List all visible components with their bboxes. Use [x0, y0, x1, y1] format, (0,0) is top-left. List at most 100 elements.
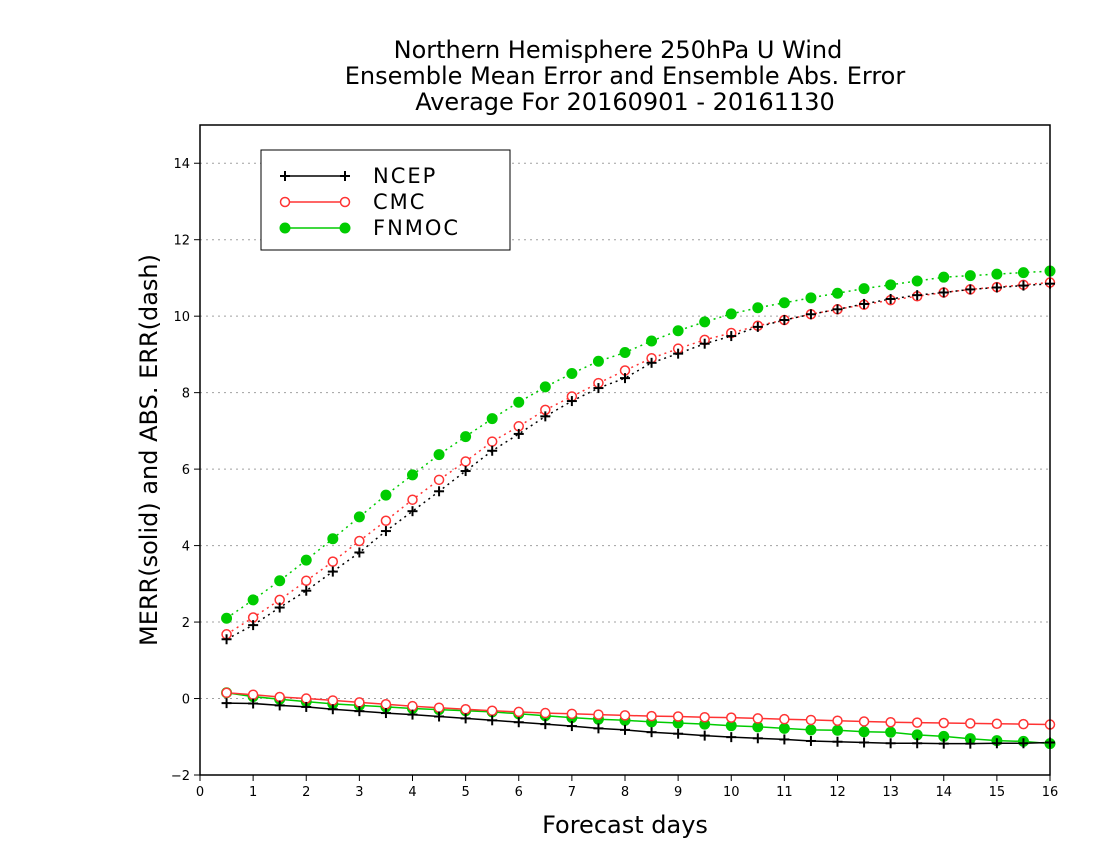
series-ncep-mean-err-point [885, 738, 896, 749]
series-ncep-mean-err-point [699, 730, 710, 741]
legend-label-ncep: NCEP [373, 164, 437, 188]
series-fnmoc-abs-err-point [513, 396, 525, 408]
series-ncep-abs-err-point [327, 566, 338, 577]
series-ncep-mean-err-point [248, 698, 259, 709]
series-cmc-mean-err-point [885, 716, 896, 728]
series-fnmoc-abs-err-point [274, 575, 286, 587]
series-ncep-mean-err-point [673, 728, 684, 739]
series-cmc-abs-err-point [407, 494, 418, 505]
series-cmc-abs-err-point [486, 436, 498, 447]
series-ncep-mean-err-point [513, 717, 524, 728]
series-fnmoc-abs-err-point [353, 511, 365, 523]
series-cmc-mean-err-point [566, 708, 578, 720]
series-cmc-mean-err-point [380, 699, 392, 710]
y-tick-label: −2 [171, 769, 190, 784]
series-fnmoc-abs-err-point [964, 270, 976, 282]
series-cmc-mean-err-point [619, 710, 631, 721]
series-cmc-mean-err-point [672, 711, 684, 722]
series-ncep-abs-err-point [487, 445, 498, 456]
series-ncep-abs-err-point [248, 620, 259, 631]
series-fnmoc-abs-err-point [911, 275, 923, 287]
series-fnmoc-mean-err-point [832, 724, 843, 736]
series-fnmoc-abs-err-line [226, 270, 1051, 619]
series-ncep-mean-err-point [620, 724, 630, 735]
x-tick-label: 0 [196, 785, 204, 800]
series-ncep-abs-err-point [540, 411, 551, 422]
series-fnmoc-abs-err-point [327, 533, 339, 545]
series-cmc-mean-err-point [407, 700, 418, 712]
title-line-1: Northern Hemisphere 250hPa U Wind [394, 36, 843, 64]
series-ncep-mean-err-point [832, 736, 843, 747]
gridlines [200, 162, 1050, 776]
series-cmc-mean-err-point [646, 710, 657, 722]
series-fnmoc-mean-err-point [858, 726, 870, 738]
series-fnmoc-abs-err-point [460, 431, 472, 443]
legend-marker-ncep-left [280, 171, 290, 181]
series-ncep-abs-err-point [407, 506, 418, 517]
series-cmc-mean-err-point [938, 717, 949, 729]
legend-marker-cmc-left [279, 196, 291, 208]
series-cmc-abs-err-line [226, 281, 1051, 635]
y-tick-label: 8 [182, 387, 190, 402]
series-lines [226, 270, 1051, 745]
series-ncep-mean-err-point [301, 701, 312, 712]
series-fnmoc-abs-err-point [486, 413, 498, 425]
series-fnmoc-abs-err-point [300, 554, 312, 566]
x-tick-label: 11 [776, 785, 793, 800]
legend-samples [279, 171, 351, 234]
series-ncep-mean-err-point [912, 738, 923, 749]
series-cmc-abs-err-point [380, 515, 392, 526]
series-cmc-mean-err-point [327, 695, 339, 706]
series-ncep-abs-err-point [805, 309, 816, 320]
legend: NCEP CMC FNMOC [260, 149, 511, 251]
series-ncep-mean-err-point [859, 737, 870, 748]
x-tick-label: 8 [621, 785, 629, 800]
chart-title: Northern Hemisphere 250hPa U Wind Ensemb… [345, 36, 906, 116]
series-ncep-abs-err-point [380, 526, 391, 537]
series-ncep-abs-err-point [726, 331, 737, 342]
series-cmc-mean-err-point [805, 714, 817, 726]
series-ncep-abs-err-point [832, 304, 843, 315]
y-tick-label: 12 [173, 234, 190, 249]
title-line-2: Ensemble Mean Error and Ensemble Abs. Er… [345, 62, 906, 90]
series-ncep-abs-err-point [354, 547, 365, 558]
series-ncep-abs-err-point [434, 486, 445, 497]
series-cmc-mean-err-point [274, 691, 285, 703]
y-tick-label: 14 [173, 157, 190, 172]
series-ncep-abs-err-point [593, 383, 604, 394]
series-ncep-mean-err-point [752, 733, 763, 744]
series-cmc-mean-err-point [858, 716, 870, 727]
x-tick-label: 13 [882, 785, 899, 800]
x-tick-label: 10 [723, 785, 740, 800]
series-fnmoc-abs-err-point [592, 355, 604, 367]
series-ncep-abs-err-point [221, 634, 232, 645]
x-tick-label: 9 [674, 785, 682, 800]
series-ncep-abs-err-line [226, 282, 1051, 640]
x-axis-title: Forecast days [542, 811, 708, 839]
series-cmc-mean-err-line [226, 692, 1051, 726]
series-cmc-mean-err-point [965, 718, 976, 729]
series-fnmoc-abs-err-point [1017, 267, 1029, 279]
series-fnmoc-mean-err-point [885, 726, 897, 738]
series-cmc-abs-err-point [354, 535, 365, 547]
series-ncep-abs-err-point [938, 287, 949, 298]
series-fnmoc-abs-err-point [725, 308, 737, 320]
series-fnmoc-abs-err-point [858, 283, 870, 295]
series-fnmoc-abs-err-point [619, 347, 631, 358]
series-ncep-mean-err-point [938, 738, 949, 749]
series-ncep-mean-err-point [327, 704, 338, 715]
y-tick-label: 10 [173, 310, 190, 325]
series-ncep-abs-err-point [885, 293, 896, 304]
series-ncep-mean-err-point [380, 708, 391, 719]
title-line-3: Average For 20160901 - 20161130 [415, 88, 835, 116]
series-fnmoc-abs-err-point [221, 612, 233, 624]
series-fnmoc-abs-err-point [433, 449, 445, 461]
series-fnmoc-abs-err-point [247, 594, 259, 606]
series-cmc-mean-err-point [433, 702, 445, 713]
y-tick-label: 4 [182, 540, 190, 555]
legend-box [260, 149, 511, 251]
x-tick-label: 3 [355, 785, 363, 800]
series-cmc-mean-err-point [1018, 718, 1029, 730]
x-tick-label: 1 [249, 785, 257, 800]
